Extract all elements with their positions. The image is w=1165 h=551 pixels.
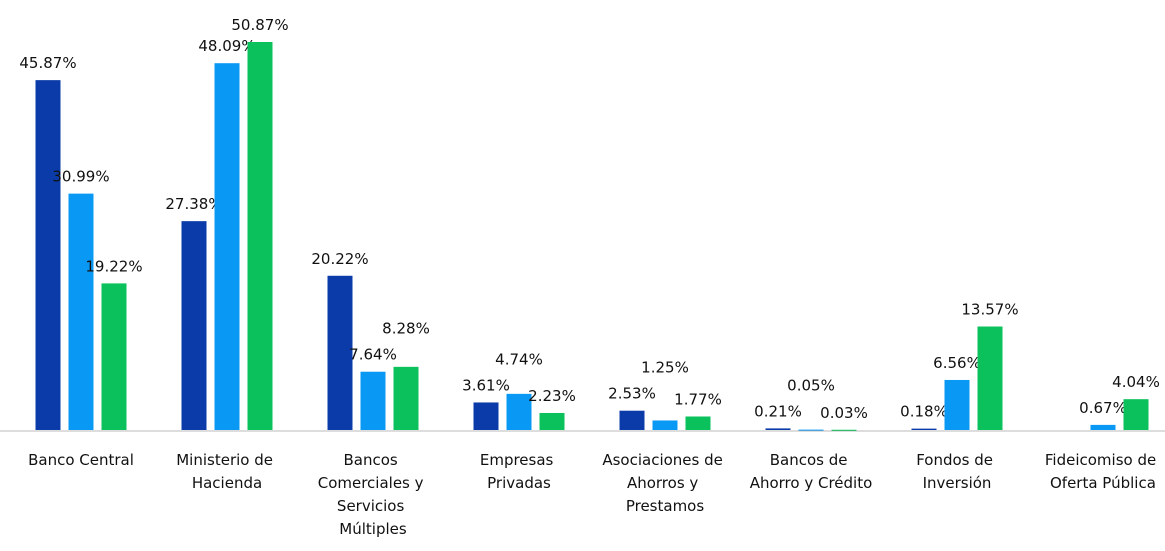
x-tick-label: Empresas Privadas [480, 451, 558, 492]
value-label: 45.87% [19, 54, 76, 72]
value-label: 4.04% [1112, 373, 1160, 391]
bar [685, 416, 711, 430]
bar [247, 41, 273, 430]
value-label: 7.64% [349, 346, 397, 364]
value-label: 0.03% [820, 404, 868, 422]
bar [652, 420, 678, 430]
bar [393, 366, 419, 430]
bar [619, 410, 645, 430]
x-tick-label: Asociaciones de Ahorros y Prestamos [602, 451, 727, 515]
bar [1090, 424, 1116, 430]
bar [181, 221, 207, 430]
bar [798, 429, 824, 431]
value-label: 1.25% [641, 359, 689, 377]
value-label: 0.67% [1079, 399, 1127, 417]
value-label: 0.21% [754, 402, 802, 420]
bar [1123, 399, 1149, 430]
value-label: 3.61% [462, 376, 510, 394]
bar [944, 379, 970, 430]
bar [977, 326, 1003, 430]
value-label: 20.22% [311, 250, 368, 268]
value-label: 0.05% [787, 376, 835, 394]
bar [506, 393, 532, 430]
x-tick-label: Fideicomiso de Oferta Pública [1045, 451, 1161, 492]
value-label: 2.53% [608, 385, 656, 403]
bar [68, 193, 94, 430]
value-label: 8.28% [382, 320, 430, 338]
bar [765, 428, 791, 430]
x-tick-label: Banco Central [28, 451, 134, 469]
x-tick-label: Ministerio de Hacienda [176, 451, 278, 492]
bar [35, 80, 61, 431]
value-label: 4.74% [495, 350, 543, 368]
value-label: 27.38% [165, 195, 222, 213]
value-label: 30.99% [52, 168, 109, 186]
bar [214, 63, 240, 430]
bar [360, 371, 386, 430]
bar [101, 283, 127, 430]
x-tick-label: Bancos Comerciales y Servicios Múltiples [318, 451, 429, 538]
value-label: 19.22% [85, 257, 142, 275]
bar [911, 428, 937, 430]
value-label: 50.87% [231, 16, 288, 34]
value-label: 2.23% [528, 387, 576, 405]
bar [327, 275, 353, 430]
bar [539, 412, 565, 430]
bar [473, 402, 499, 430]
x-tick-label: Bancos de Ahorro y Crédito [750, 451, 873, 492]
value-label: 1.77% [674, 390, 722, 408]
value-label: 0.18% [900, 403, 948, 421]
bar [831, 429, 857, 431]
value-label: 48.09% [198, 37, 255, 55]
value-label: 6.56% [933, 354, 981, 372]
value-label: 13.57% [961, 300, 1018, 318]
x-tick-label: Fondos de Inversión [916, 451, 998, 492]
